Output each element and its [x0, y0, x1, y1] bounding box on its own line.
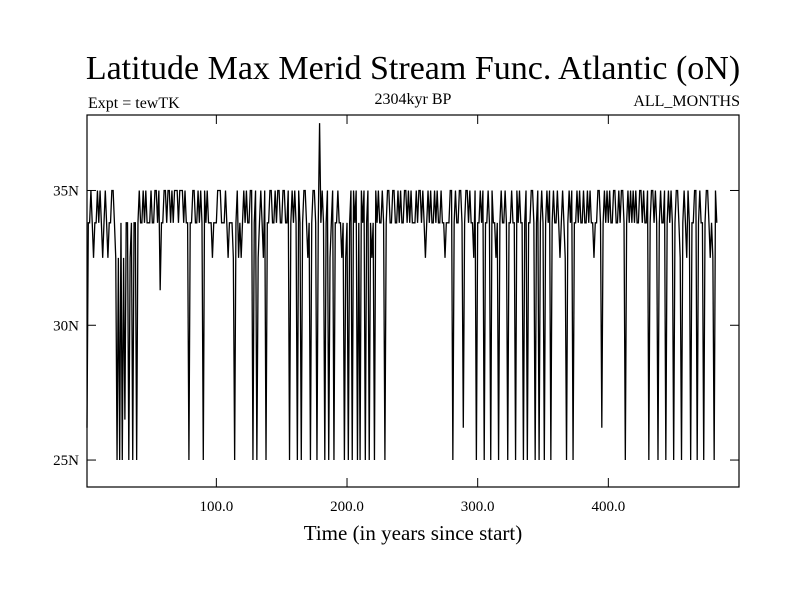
subtitle-center: 2304kyr BP	[375, 91, 452, 108]
x-tick-label: 200.0	[330, 499, 364, 515]
x-axis-label: Time (in years since start)	[304, 521, 523, 545]
x-axis-ticks: 100.0 200.0 300.0 400.0	[199, 115, 625, 515]
subtitle-left: Expt = tewTK	[88, 95, 180, 112]
chart-title: Latitude Max Merid Stream Func. Atlantic…	[86, 50, 740, 87]
plot-area	[86, 114, 740, 488]
x-tick-label: 300.0	[461, 499, 495, 515]
x-tick-label: 400.0	[591, 499, 625, 515]
y-axis-ticks: 25N 30N 35N	[53, 183, 739, 469]
subtitle-right: ALL_MONTHS	[633, 93, 740, 110]
y-tick-label: 30N	[53, 318, 79, 334]
series-line	[86, 123, 718, 461]
y-tick-label: 35N	[53, 183, 79, 199]
y-tick-label: 25N	[53, 453, 79, 469]
x-tick-label: 100.0	[199, 499, 233, 515]
plot-frame	[86, 114, 740, 488]
